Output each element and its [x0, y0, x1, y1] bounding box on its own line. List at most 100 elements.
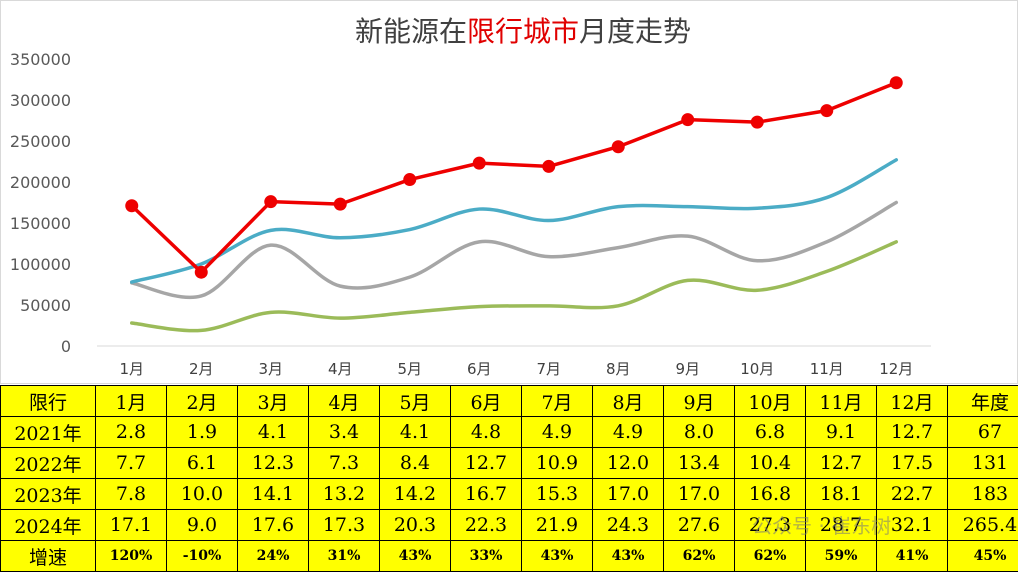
row-header-cell: 增速	[1, 541, 96, 572]
table-cell: 11月	[806, 386, 877, 417]
y-tick-label: 100000	[10, 255, 71, 274]
table-cell: 62%	[664, 541, 735, 572]
table-cell: 10.9	[522, 448, 593, 479]
x-tick-label: 5月	[397, 360, 422, 378]
table-cell: 8月	[593, 386, 664, 417]
table-cell: 67	[948, 417, 1018, 448]
table-cell: 9月	[664, 386, 735, 417]
table-cell: 41%	[877, 541, 948, 572]
table-cell: 43%	[522, 541, 593, 572]
series-line-2022	[132, 203, 897, 298]
table-cell: 4.9	[522, 417, 593, 448]
table-cell: 59%	[806, 541, 877, 572]
row-header-cell: 2024年	[1, 510, 96, 541]
table-cell: 13.2	[309, 479, 380, 510]
table-cell: 43%	[593, 541, 664, 572]
x-tick-label: 7月	[536, 360, 561, 378]
table-cell: 1月	[96, 386, 167, 417]
x-tick-label: 2月	[189, 360, 214, 378]
table-cell: 24%	[238, 541, 309, 572]
series-line-2024	[132, 83, 897, 272]
table-cell: 17.1	[96, 510, 167, 541]
y-tick-label: 50000	[20, 296, 71, 315]
row-header-cell: 2021年	[1, 417, 96, 448]
row-header-cell: 限行	[1, 386, 96, 417]
table-cell: 17.5	[877, 448, 948, 479]
chart-title: 新能源在限行城市月度走势	[355, 15, 691, 48]
table-cell: 16.7	[451, 479, 522, 510]
table-cell: 17.3	[309, 510, 380, 541]
data-point-2024	[403, 173, 416, 186]
row-header-cell: 2022年	[1, 448, 96, 479]
data-point-2024	[612, 140, 625, 153]
table-cell: 43%	[380, 541, 451, 572]
table-cell: 18.1	[806, 479, 877, 510]
table-cell: 22.3	[451, 510, 522, 541]
table-cell: 8.4	[380, 448, 451, 479]
table-cell: -10%	[167, 541, 238, 572]
table-cell: 9.0	[167, 510, 238, 541]
table-cell: 14.1	[238, 479, 309, 510]
table-cell: 12.7	[806, 448, 877, 479]
series-line-2023	[132, 160, 897, 282]
table-cell: 2.8	[96, 417, 167, 448]
table-cell: 45%	[948, 541, 1018, 572]
table-cell: 6.8	[735, 417, 806, 448]
table-cell: 6月	[451, 386, 522, 417]
table-cell: 265.4	[948, 510, 1018, 541]
data-point-2024	[890, 76, 903, 89]
chart-title-part-1: 新能源在	[355, 15, 467, 48]
table-cell: 4.1	[238, 417, 309, 448]
table-cell: 120%	[96, 541, 167, 572]
chart-title-part-3: 月度走势	[579, 15, 691, 48]
x-tick-label: 1月	[119, 360, 144, 378]
data-point-2024	[681, 113, 694, 126]
table-cell: 6.1	[167, 448, 238, 479]
table-cell: 15.3	[522, 479, 593, 510]
table-cell: 7.8	[96, 479, 167, 510]
table-cell: 17.0	[593, 479, 664, 510]
x-tick-label: 8月	[606, 360, 631, 378]
chart-title-highlight: 限行城市	[467, 15, 579, 48]
x-tick-label: 6月	[467, 360, 492, 378]
table-cell: 131	[948, 448, 1018, 479]
data-point-2024	[125, 199, 138, 212]
table-cell: 2月	[167, 386, 238, 417]
table-cell: 14.2	[380, 479, 451, 510]
table-cell: 8.0	[664, 417, 735, 448]
table-cell: 10.0	[167, 479, 238, 510]
x-tick-label: 9月	[675, 360, 700, 378]
table-cell: 年度	[948, 386, 1018, 417]
table-cell: 7.7	[96, 448, 167, 479]
table-cell: 4.1	[380, 417, 451, 448]
table-cell: 7.3	[309, 448, 380, 479]
row-header-cell: 2023年	[1, 479, 96, 510]
series-layer	[125, 76, 903, 330]
table-cell: 22.7	[877, 479, 948, 510]
table-cell: 21.9	[522, 510, 593, 541]
line-chart: 新能源在限行城市月度走势 050000100000150000200000250…	[1, 1, 1018, 385]
table-cell: 5月	[380, 386, 451, 417]
x-tick-label: 12月	[879, 360, 913, 378]
series-line-2021	[132, 242, 897, 331]
data-point-2024	[751, 116, 764, 129]
x-tick-label: 4月	[328, 360, 353, 378]
table-cell: 33%	[451, 541, 522, 572]
table-cell: 4月	[309, 386, 380, 417]
y-axis: 0500001000001500002000002500003000003500…	[10, 50, 71, 356]
x-tick-label: 10月	[740, 360, 774, 378]
table-cell: 3.4	[309, 417, 380, 448]
table-cell: 7月	[522, 386, 593, 417]
data-point-2024	[334, 198, 347, 211]
table-cell: 9.1	[806, 417, 877, 448]
table-cell: 4.8	[451, 417, 522, 448]
y-tick-label: 250000	[10, 132, 71, 151]
table-cell: 10.4	[735, 448, 806, 479]
table-cell: 12月	[877, 386, 948, 417]
